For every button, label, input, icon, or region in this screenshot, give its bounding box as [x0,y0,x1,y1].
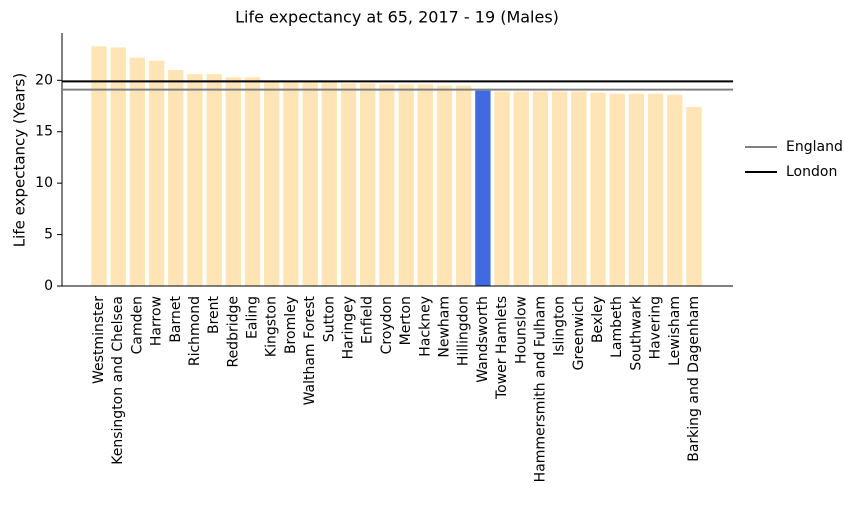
x-tick-label: Tower Hamlets [494,296,510,400]
bar [225,77,242,287]
x-tick-label: Brent [206,295,222,334]
bar [168,70,184,287]
x-tick-label: Bromley [283,296,299,354]
y-axis-label: Life expectancy (Years) [11,73,29,247]
x-tick-label: Richmond [187,296,203,366]
legend-label: England [786,139,843,155]
x-tick-label: Wandsworth [475,296,491,383]
chart-title: Life expectancy at 65, 2017 - 19 (Males) [235,8,559,27]
bar [571,91,587,286]
x-tick-label: Greenwich [571,296,587,370]
bar [129,57,146,287]
x-tick-label: Lambeth [609,296,625,358]
x-tick-label: Havering [648,296,664,359]
bar [532,91,549,286]
x-tick-label: Sutton [321,296,337,342]
bar [264,81,280,286]
bar [244,77,261,287]
bar [302,82,318,287]
y-tick-label: 15 [35,124,53,140]
x-tick-label: Haringey [341,296,357,359]
bar [148,60,165,286]
x-tick-label: Lewisham [667,296,683,366]
bar [91,46,107,286]
bar [379,84,395,287]
bar [551,91,568,286]
x-tick-label: Southwark [628,295,644,370]
bar [513,91,529,286]
x-tick-label: Hackney [417,296,433,357]
bar [187,74,203,286]
y-tick-label: 5 [44,227,53,243]
y-tick-label: 20 [35,72,53,88]
x-tick-label: Newham [436,296,452,358]
bar [417,84,433,287]
bar [494,91,510,286]
bar [609,93,625,286]
bar [398,84,414,287]
x-tick-label: Westminster [91,296,107,384]
x-tick-label: Camden [129,296,145,354]
bar [360,83,376,286]
bar [283,82,299,287]
bar [110,47,126,286]
bar [436,85,453,286]
x-tick-label: Hammersmith and Fulham [532,296,548,482]
bar [206,74,222,286]
x-tick-label: Enfield [360,296,376,344]
x-tick-label: Kingston [264,296,280,357]
x-tick-label: Islington [552,296,568,356]
x-tick-label: Hillingdon [456,296,472,366]
x-tick-label: Redbridge [225,296,241,368]
x-tick-label: Barnet [168,295,184,342]
bar [456,85,472,286]
x-tick-label: Waltham Forest [302,296,318,406]
bar [340,83,357,286]
bar [686,107,702,286]
y-tick-label: 10 [35,175,53,191]
bar [590,92,606,286]
x-tick-label: Kensington and Chelsea [110,296,126,465]
bar [321,82,337,287]
bar [667,94,683,287]
legend-label: London [786,164,837,180]
x-tick-label: Harrow [149,296,165,346]
bar [628,93,645,286]
x-tick-label: Barking and Dagenham [686,296,702,462]
bar [647,93,664,286]
x-tick-label: Bexley [590,296,606,343]
x-tick-label: Ealing [245,296,261,339]
y-tick-label: 0 [44,278,53,294]
x-tick-label: Hounslow [513,296,529,364]
x-tick-label: Merton [398,296,414,345]
bar [475,90,491,286]
x-tick-label: Croydon [379,296,395,354]
